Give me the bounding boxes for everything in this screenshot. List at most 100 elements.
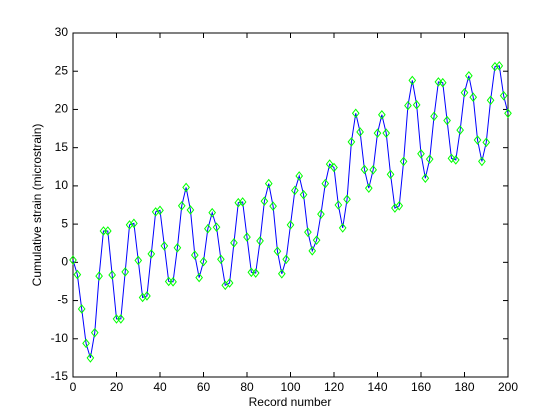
data-marker bbox=[95, 271, 103, 281]
y-axis-label: Cumulative strain (microstrain) bbox=[30, 124, 44, 287]
data-marker bbox=[186, 205, 195, 215]
x-tick-label: 160 bbox=[411, 380, 431, 394]
data-marker bbox=[212, 222, 221, 232]
data-marker bbox=[77, 304, 86, 314]
data-marker bbox=[456, 125, 464, 135]
data-marker bbox=[286, 220, 295, 230]
data-marker bbox=[369, 165, 377, 175]
data-marker bbox=[312, 235, 321, 245]
data-marker bbox=[169, 277, 177, 287]
data-marker bbox=[86, 353, 95, 363]
x-tick-label: 60 bbox=[197, 380, 211, 394]
x-tick-label: 80 bbox=[240, 380, 254, 394]
data-marker bbox=[364, 183, 373, 193]
data-marker bbox=[399, 156, 408, 167]
data-marker bbox=[347, 137, 356, 147]
data-marker bbox=[173, 243, 182, 253]
data-marker bbox=[243, 232, 251, 242]
data-marker bbox=[469, 92, 478, 103]
data-marker bbox=[291, 185, 299, 196]
data-marker bbox=[373, 128, 382, 138]
data-marker bbox=[460, 87, 469, 98]
data-marker bbox=[156, 205, 164, 216]
data-marker bbox=[412, 100, 421, 110]
data-marker bbox=[143, 291, 151, 301]
y-tick-label: -5 bbox=[57, 293, 68, 307]
data-marker bbox=[451, 155, 460, 165]
y-tick-label: 5 bbox=[61, 216, 68, 230]
x-tick-label: 40 bbox=[153, 380, 167, 394]
x-tick-label: 0 bbox=[70, 380, 77, 394]
data-marker bbox=[408, 75, 417, 86]
data-marker bbox=[264, 178, 273, 189]
data-marker bbox=[160, 241, 169, 251]
data-marker bbox=[195, 272, 203, 283]
data-marker bbox=[495, 61, 504, 71]
plot-area bbox=[73, 33, 508, 377]
y-tick-label: 0 bbox=[61, 255, 68, 269]
data-marker bbox=[356, 127, 364, 137]
data-marker bbox=[125, 220, 134, 230]
data-marker bbox=[138, 292, 147, 303]
data-marker bbox=[447, 153, 456, 164]
data-marker bbox=[256, 236, 264, 246]
data-marker bbox=[386, 169, 395, 180]
x-tick-label: 100 bbox=[280, 380, 300, 394]
data-marker bbox=[404, 100, 412, 111]
data-marker bbox=[351, 108, 360, 119]
data-marker bbox=[90, 327, 99, 338]
data-marker bbox=[69, 255, 77, 265]
data-marker bbox=[73, 269, 82, 280]
x-tick-label: 200 bbox=[498, 380, 518, 394]
data-marker bbox=[343, 194, 351, 205]
data-marker bbox=[251, 268, 260, 278]
data-marker bbox=[473, 135, 482, 145]
y-tick-label: 20 bbox=[55, 102, 69, 116]
data-marker bbox=[247, 267, 256, 278]
data-marker bbox=[430, 111, 438, 122]
y-tick-label: -15 bbox=[51, 369, 69, 383]
data-marker bbox=[177, 200, 186, 211]
data-marker bbox=[334, 200, 343, 210]
data-marker bbox=[465, 71, 473, 81]
data-marker bbox=[499, 90, 508, 101]
data-marker bbox=[134, 255, 143, 266]
data-marker bbox=[117, 314, 125, 324]
data-marker bbox=[486, 95, 495, 106]
axes-box bbox=[72, 32, 509, 378]
data-marker bbox=[190, 250, 199, 260]
data-marker bbox=[204, 223, 212, 234]
y-tick-label: 30 bbox=[55, 25, 69, 39]
data-marker bbox=[130, 218, 138, 229]
y-tick-label: 25 bbox=[55, 63, 69, 77]
data-marker bbox=[321, 178, 330, 189]
data-marker bbox=[330, 162, 338, 173]
data-marker bbox=[421, 173, 430, 184]
y-tick-label: 10 bbox=[55, 178, 69, 192]
data-marker bbox=[417, 148, 425, 159]
data-marker bbox=[478, 156, 486, 167]
data-marker bbox=[273, 246, 282, 257]
data-marker bbox=[230, 238, 238, 248]
x-tick-label: 120 bbox=[324, 380, 344, 394]
y-tick-label: 15 bbox=[55, 140, 69, 154]
data-marker bbox=[395, 200, 404, 211]
data-marker bbox=[299, 189, 308, 200]
data-marker bbox=[304, 227, 312, 237]
data-marker bbox=[108, 270, 116, 280]
data-marker bbox=[317, 209, 325, 219]
x-tick-label: 140 bbox=[367, 380, 387, 394]
data-marker bbox=[147, 249, 156, 259]
data-marker bbox=[199, 256, 208, 267]
data-marker bbox=[208, 207, 217, 218]
data-marker bbox=[382, 128, 391, 138]
data-marker bbox=[482, 137, 491, 148]
data-marker bbox=[338, 223, 347, 233]
data-marker bbox=[378, 109, 386, 120]
data-marker bbox=[295, 171, 304, 181]
data-marker bbox=[425, 154, 434, 164]
data-marker bbox=[260, 196, 269, 206]
data-marker bbox=[282, 254, 290, 265]
x-tick-label: 20 bbox=[110, 380, 124, 394]
